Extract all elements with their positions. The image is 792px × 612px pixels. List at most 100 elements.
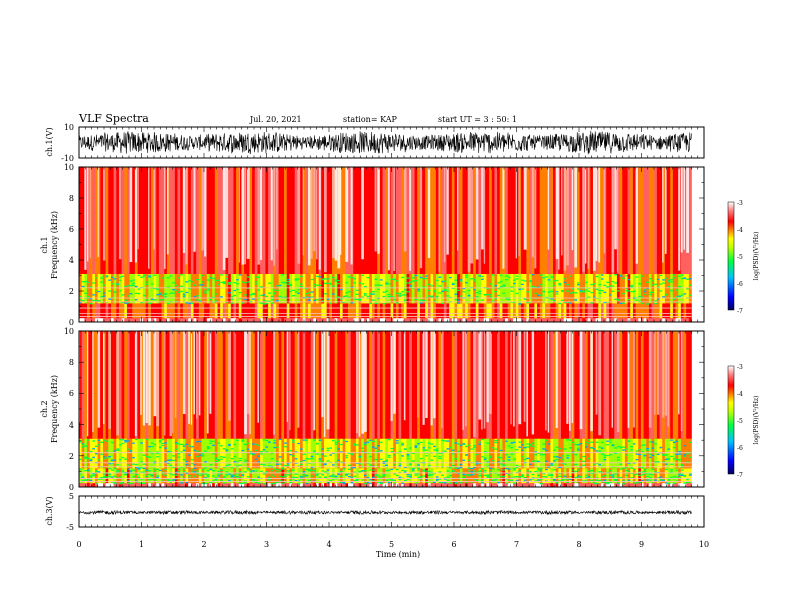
spectrogram-cell <box>169 303 173 319</box>
spectrogram-cell <box>507 318 511 322</box>
spectrogram-streak <box>324 167 327 273</box>
spectrogram-speckle <box>401 442 405 445</box>
spectrogram-cell <box>324 331 327 439</box>
spectrogram-cell <box>276 468 280 484</box>
spectrogram-speckle <box>675 453 679 455</box>
spectrogram-cell <box>473 438 477 469</box>
spectrogram-cell <box>132 331 136 439</box>
spectrogram-speckle <box>137 274 141 277</box>
spectrogram-speckle <box>310 291 314 293</box>
spectrogram-cell <box>606 483 610 487</box>
spectrogram-speckle <box>592 448 596 450</box>
spectrogram-speckle <box>201 274 205 277</box>
spectrogram-speckle <box>646 303 650 305</box>
spectrogram-streak <box>438 167 440 272</box>
spectrogram-speckle <box>257 276 261 279</box>
spectrogram-speckle <box>254 283 258 285</box>
spectrogram-speckle <box>590 470 594 472</box>
spectrogram-speckle <box>427 465 431 467</box>
spectrogram-cell <box>257 483 261 487</box>
spectrogram-speckle <box>185 460 189 463</box>
spectrogram-speckle <box>92 448 96 450</box>
spectrogram-speckle <box>126 482 130 484</box>
spectrogram-speckle <box>294 479 298 482</box>
spectrogram-speckle <box>121 442 125 445</box>
spectrogram-cell <box>443 303 447 319</box>
spectrogram-cell <box>326 167 330 274</box>
spectrogram-streak <box>664 331 668 416</box>
spectrogram-speckle <box>611 290 615 292</box>
spectrogram-speckle <box>188 287 192 290</box>
spectrogram-cell <box>281 438 285 469</box>
spectrogram-cell <box>329 273 333 304</box>
spectrogram-speckle <box>257 476 261 478</box>
spectrogram-streak <box>547 167 550 250</box>
spectrogram-cell <box>79 167 82 274</box>
spectrogram-speckle <box>134 299 138 301</box>
spectrogram-speckle <box>403 448 407 450</box>
spectrogram-speckle <box>409 463 413 465</box>
spectrogram-speckle <box>529 281 533 283</box>
spectrogram-cell <box>244 318 248 322</box>
spectrogram-cell <box>603 318 607 322</box>
spectrogram-streak <box>664 167 667 254</box>
spectrogram-cell <box>539 273 543 304</box>
spectrogram-speckle <box>454 279 458 281</box>
spectrogram-cell <box>252 331 256 439</box>
spectrogram-cell <box>491 331 495 439</box>
spectrogram-cell <box>100 331 104 439</box>
spectrogram-speckle <box>244 461 248 463</box>
spectrogram-speckle <box>137 466 141 468</box>
spectrogram-cell <box>670 468 674 484</box>
spectrogram-speckle <box>457 299 461 301</box>
spectrogram-cell <box>363 483 367 487</box>
spectrogram-cell <box>366 331 370 439</box>
spectrogram-cell <box>329 167 333 274</box>
spectrogram-cell <box>209 318 213 322</box>
spectrogram-cell <box>249 303 253 319</box>
spectrogram-streak <box>153 167 156 250</box>
spectrogram-speckle <box>169 473 173 475</box>
spectrogram-speckle <box>457 289 461 291</box>
spectrogram-speckle <box>166 286 170 288</box>
spectrogram-cell <box>158 303 162 319</box>
spectrogram-cell <box>377 331 381 439</box>
chart-title: VLF Spectra <box>78 112 149 125</box>
spectrogram-cell <box>188 167 192 274</box>
spectrogram-speckle <box>542 443 546 445</box>
spectrogram-cell <box>670 331 674 439</box>
spectrogram-cell <box>358 167 362 274</box>
spectrogram-speckle <box>153 468 157 470</box>
spectrogram-speckle <box>294 279 298 281</box>
spectrogram-cell <box>294 468 298 484</box>
spectrogram-streak <box>145 331 148 424</box>
spectrogram-cell <box>587 331 591 439</box>
spectrogram-speckle <box>465 445 469 448</box>
spectrogram-speckle <box>403 299 407 301</box>
spectrogram-cell <box>430 483 434 487</box>
spectrogram-cell <box>297 318 301 322</box>
spectrogram-speckle <box>79 473 82 475</box>
spectrogram-cell <box>659 331 663 439</box>
spectrogram-cell <box>164 167 168 274</box>
spectrogram-speckle <box>196 470 200 472</box>
spectrogram-cell <box>236 331 240 439</box>
spectrogram-cell <box>483 167 487 274</box>
spectrogram-speckle <box>475 471 479 474</box>
spectrogram-speckle <box>353 444 357 446</box>
spectrogram-speckle <box>89 450 93 453</box>
spectrogram-speckle <box>622 277 626 279</box>
spectrogram-speckle <box>302 475 306 477</box>
spectrogram-cell <box>419 483 423 487</box>
spectrogram-speckle <box>172 459 176 462</box>
spectrogram-streak <box>616 331 620 433</box>
spectrogram-speckle <box>329 454 333 456</box>
spectrogram-speckle <box>337 459 341 462</box>
spectrogram-cell <box>126 167 130 274</box>
spectrogram-cell <box>270 483 274 487</box>
spectrogram-cell <box>89 438 93 469</box>
ch2-spectrogram-panel: 0 2 4 6 8 10 ch.2 Frequency (kHz) -3 -4 … <box>40 327 760 492</box>
spectrogram-speckle <box>584 477 588 479</box>
spectrogram-cell <box>688 483 692 487</box>
spectrogram-speckle <box>268 300 272 302</box>
